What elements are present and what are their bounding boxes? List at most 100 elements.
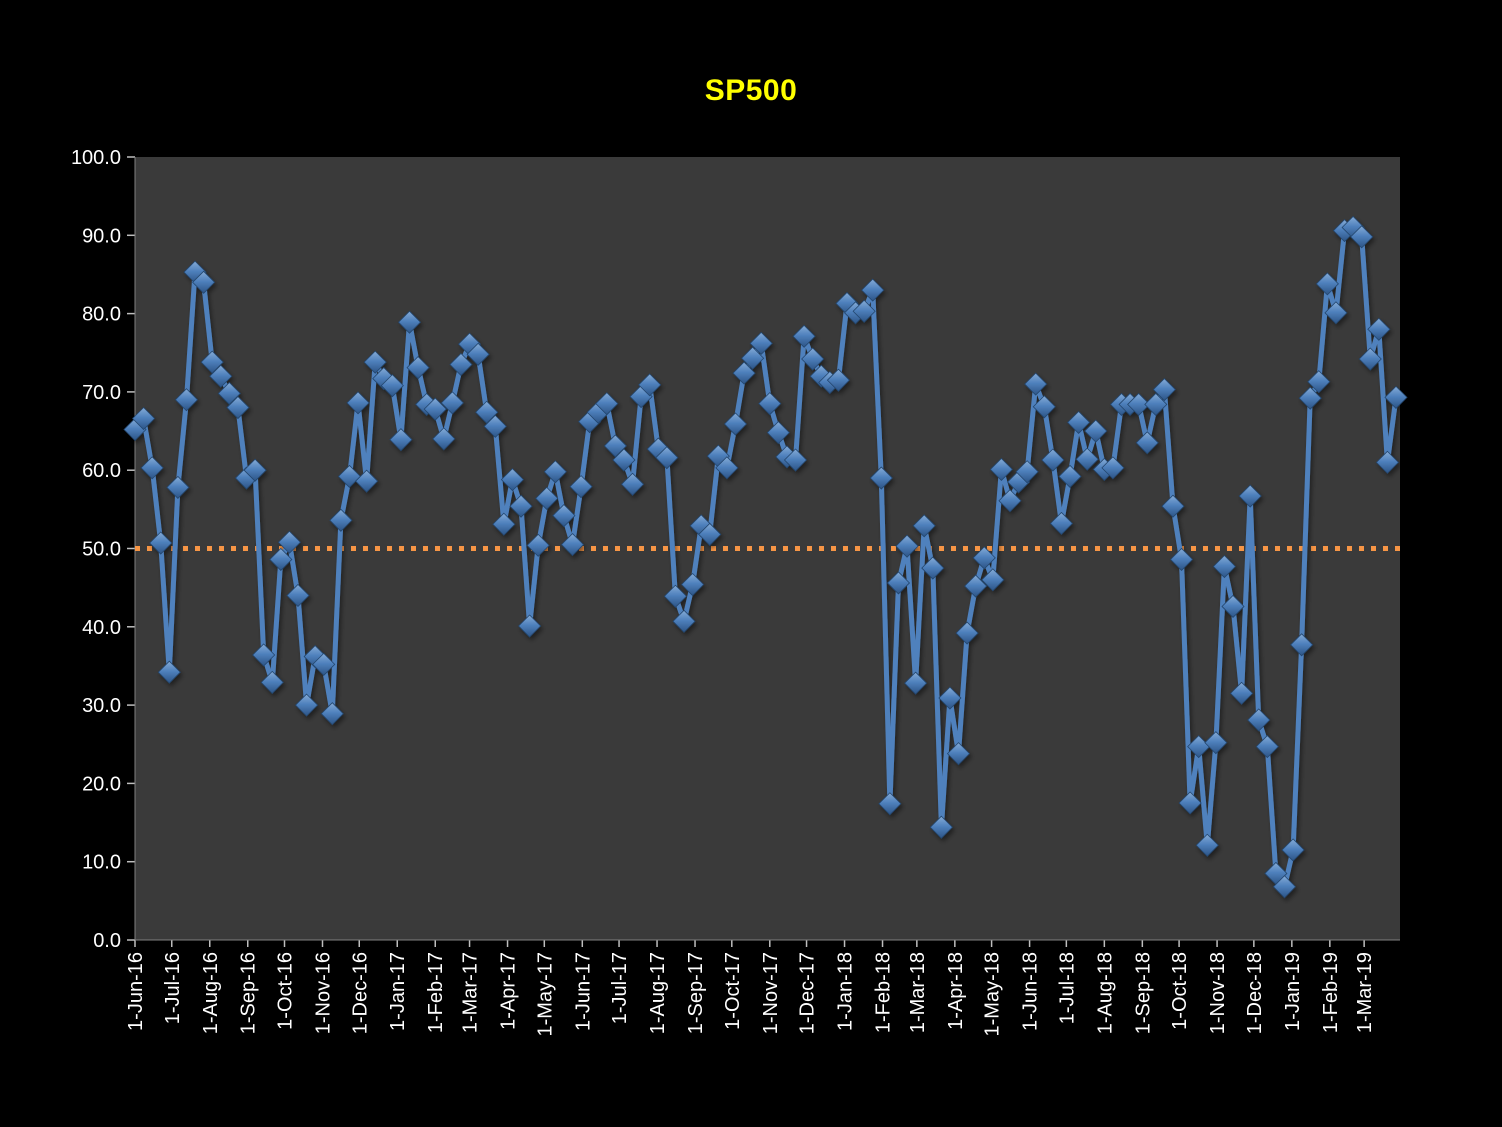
data-point-marker: [886, 571, 911, 595]
data-point-marker: [560, 533, 585, 557]
data-point-marker: [449, 352, 473, 377]
x-axis-tick-label: 1-Sep-17: [685, 952, 707, 1034]
data-point-marker: [363, 350, 387, 374]
data-point-marker: [732, 361, 756, 385]
data-point-marker: [955, 621, 979, 645]
x-axis-tick-label: 1-Feb-17: [425, 952, 447, 1033]
data-point-marker: [303, 644, 327, 669]
data-point-marker: [663, 584, 687, 608]
x-axis-tick-label: 1-Nov-16: [312, 952, 334, 1034]
data-point-marker: [1041, 448, 1065, 472]
data-point-marker: [209, 364, 233, 388]
y-axis-tick-label: 90.0: [82, 225, 121, 247]
data-point-marker: [569, 475, 593, 499]
data-point-marker: [1178, 791, 1202, 815]
data-point-marker: [681, 572, 705, 597]
data-point-marker: [938, 686, 962, 710]
data-point-marker: [698, 522, 722, 546]
data-point-marker: [492, 512, 516, 536]
y-axis-tick-label: 100.0: [71, 147, 121, 169]
x-axis-tick-label: 1-Nov-17: [760, 952, 782, 1034]
x-axis-tick-label: 1-Jul-18: [1056, 952, 1078, 1024]
data-point-marker: [1221, 594, 1245, 619]
data-point-marker: [277, 530, 301, 554]
x-axis-tick-label: 1-Mar-18: [907, 952, 929, 1033]
data-point-marker: [1144, 392, 1168, 416]
x-axis-tick-label: 1-Jun-16: [125, 952, 147, 1031]
data-point-marker: [217, 381, 241, 406]
x-axis-tick-label: 1-Jun-18: [1020, 952, 1042, 1031]
x-axis-tick-label: 1-Jun-17: [572, 952, 594, 1031]
data-point-marker: [1169, 547, 1194, 572]
data-point-marker: [1032, 395, 1056, 419]
data-point-marker: [406, 356, 430, 380]
y-axis-tick-label: 0.0: [93, 930, 121, 952]
data-point-marker: [1350, 225, 1374, 249]
data-point-marker: [200, 350, 224, 374]
y-axis-tick-label: 80.0: [82, 304, 121, 326]
data-point-marker: [1084, 419, 1108, 443]
data-point-marker: [929, 815, 953, 839]
data-point-marker: [346, 391, 370, 415]
data-point-marker: [895, 534, 919, 558]
data-point-marker: [466, 342, 490, 366]
data-point-marker: [783, 448, 808, 472]
data-point-marker: [972, 546, 996, 570]
x-axis-tick-label: 1-Apr-17: [498, 952, 520, 1030]
x-axis-tick-label: 1-Jan-18: [835, 952, 857, 1031]
data-point-marker: [749, 331, 773, 355]
x-axis-tick-label: 1-Sep-16: [238, 952, 260, 1034]
data-point-marker: [483, 414, 507, 438]
data-point-marker: [1204, 731, 1228, 755]
data-point-marker: [792, 324, 816, 348]
data-point-marker: [552, 504, 576, 528]
data-point-marker: [423, 397, 447, 421]
x-axis-tick-label: 1-Oct-17: [722, 952, 744, 1030]
data-point-marker: [432, 427, 456, 451]
data-point-marker: [1101, 456, 1125, 480]
data-point-marker: [149, 531, 173, 555]
x-axis-tick-label: 1-Aug-18: [1094, 952, 1116, 1034]
data-point-marker: [243, 458, 267, 482]
x-axis-tick-label: 1-Dec-18: [1244, 952, 1266, 1034]
data-point-marker: [981, 568, 1005, 592]
data-point-marker: [500, 468, 525, 492]
data-point-marker: [355, 469, 379, 493]
y-axis-tick-label: 20.0: [82, 773, 121, 795]
data-point-marker: [946, 742, 971, 766]
data-point-marker: [140, 456, 164, 480]
chart-title: SP500: [704, 74, 798, 107]
data-point-marker: [226, 395, 250, 420]
data-point-marker: [672, 609, 696, 633]
data-point-marker: [320, 702, 344, 726]
data-point-marker: [1307, 370, 1331, 394]
x-axis-tick-label: 1-Dec-17: [797, 952, 819, 1034]
data-point-marker: [166, 475, 190, 499]
data-point-marker: [535, 486, 559, 510]
y-axis-tick-label: 40.0: [82, 617, 121, 639]
data-point-marker: [1324, 301, 1348, 325]
data-point-marker: [723, 412, 748, 436]
data-point-marker: [1058, 464, 1082, 489]
x-axis-tick-label: 1-Feb-19: [1320, 952, 1342, 1033]
data-point-marker: [1067, 410, 1091, 435]
x-axis-tick-label: 1-Sep-18: [1132, 952, 1154, 1034]
data-point-marker: [904, 671, 928, 695]
data-point-marker: [1272, 875, 1297, 899]
x-axis-tick-label: 1-Oct-16: [275, 952, 297, 1030]
data-point-marker: [1049, 511, 1074, 536]
data-point-marker: [174, 388, 199, 412]
data-point-marker: [1290, 633, 1314, 657]
x-axis-tick-label: 1-Nov-18: [1207, 952, 1229, 1034]
data-point-marker: [440, 391, 464, 415]
data-point-marker: [1161, 494, 1185, 518]
data-point-marker: [869, 466, 893, 490]
data-point-marker: [1075, 447, 1099, 471]
y-axis-tick-label: 30.0: [82, 695, 121, 717]
data-point-marker: [1212, 554, 1237, 579]
data-point-marker: [912, 514, 936, 538]
data-point-marker: [329, 508, 353, 532]
data-point-marker: [620, 472, 645, 496]
y-axis-tick-label: 10.0: [82, 852, 121, 874]
